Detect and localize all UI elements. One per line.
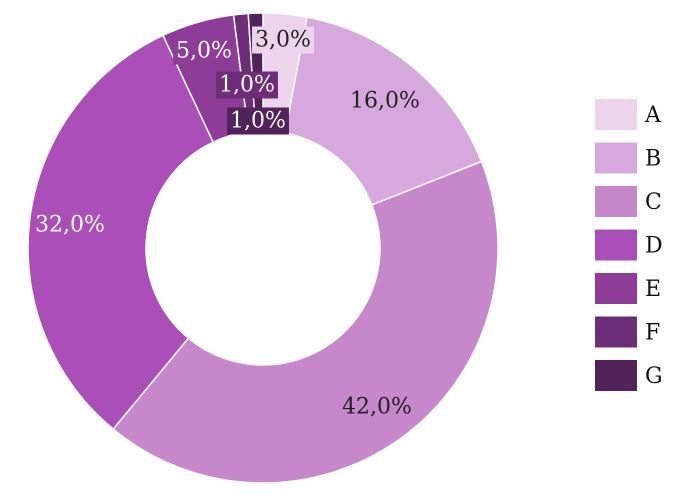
legend-swatch-a [595,99,637,130]
slice-labels: 3,0% 16,0% 42,0% 32,0% 5,0% 1,0% 1,0% [35,26,420,420]
legend-swatch-g [595,360,637,391]
legend-label-c: C [645,190,662,215]
slice-label-text-c: 42,0% [342,395,412,420]
slice-d [27,34,215,431]
legend-item-a: A [595,99,662,130]
legend-swatch-c [595,186,637,217]
slice-b [284,16,483,206]
legend-item-g: G [595,360,663,391]
legend-label-a: A [644,103,662,128]
slice-label-text-e: 5,0% [176,39,232,64]
legend-item-f: F [595,316,660,348]
slice-label-d: 32,0% [35,213,105,238]
legend-label-e: E [645,277,661,302]
slice-label-f: 1,0% [216,71,278,99]
legend-item-d: D [595,229,663,261]
legend-label-d: D [645,234,663,259]
slice-label-g: 1,0% [227,107,289,135]
legend-swatch-f [595,316,637,348]
slice-label-box-e [173,37,235,65]
slice-label-b: 16,0% [350,89,420,114]
slice-label-text-g: 1,0% [230,109,286,134]
slice-label-e: 5,0% [173,37,235,65]
slice-c [112,160,499,484]
slice-label-box-g [227,107,289,135]
slice-label-box-f [216,71,278,99]
slice-label-text-b: 16,0% [350,89,420,114]
legend-item-e: E [595,273,661,304]
legend-swatch-e [595,273,637,304]
slice-label-text-a: 3,0% [255,28,311,53]
legend-label-g: G [645,364,663,389]
legend-item-c: C [595,186,662,217]
slice-label-box-a [252,26,314,54]
legend-swatch-d [595,229,637,261]
slice-label-text-d: 32,0% [35,213,105,238]
slice-label-c: 42,0% [342,395,412,420]
legend-item-b: B [595,142,661,174]
legend-swatch-b [595,142,637,174]
slice-label-text-f: 1,0% [219,73,275,98]
legend-label-b: B [645,147,661,172]
donut-slices [27,12,499,484]
slice-label-a: 3,0% [252,26,314,54]
legend-label-f: F [645,321,660,346]
